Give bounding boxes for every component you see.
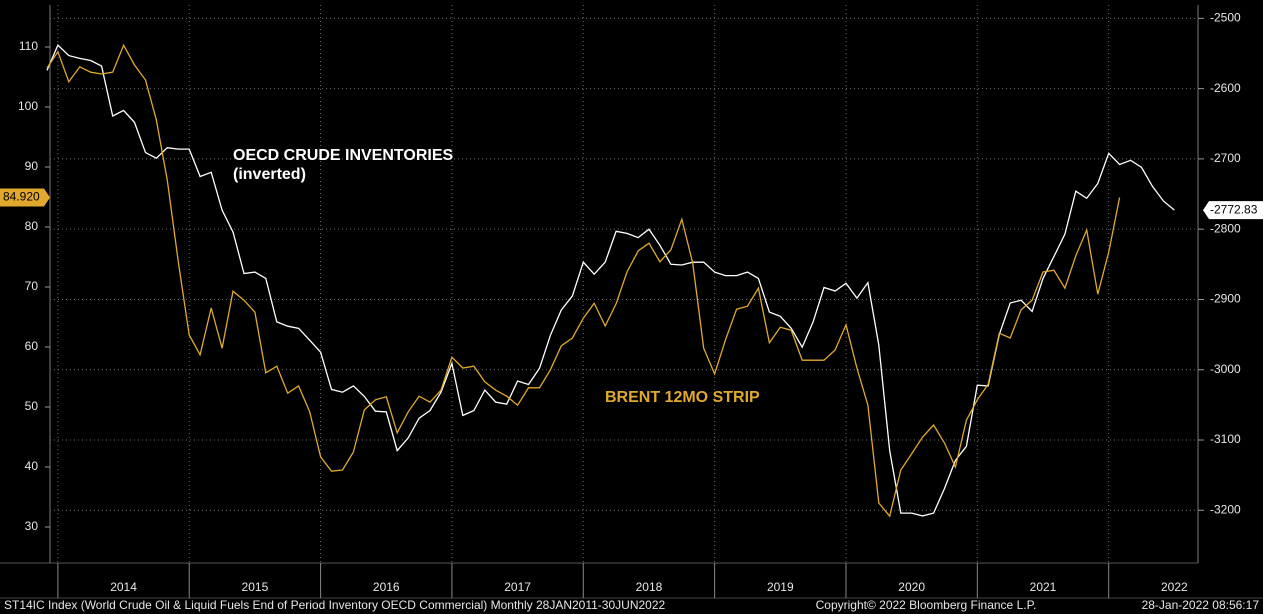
x-tick-label: 2016 bbox=[373, 580, 400, 594]
x-tick-label: 2019 bbox=[767, 580, 794, 594]
y2-tick-label: -2800 bbox=[1210, 221, 1241, 235]
last-value-tag bbox=[1203, 201, 1263, 220]
y2-tick-label: -3000 bbox=[1210, 362, 1241, 376]
x-tick-label: 2014 bbox=[110, 580, 137, 594]
series-annotation: (inverted) bbox=[233, 166, 306, 183]
x-tick-label: 2020 bbox=[898, 580, 925, 594]
series-annotation: OECD CRUDE INVENTORIES bbox=[233, 147, 454, 164]
copyright: Copyright© 2022 Bloomberg Finance L.P. bbox=[816, 598, 1037, 612]
y-tick-label: 90 bbox=[25, 159, 39, 173]
x-tick-label: 2015 bbox=[242, 580, 269, 594]
source-note: ST14IC Index (World Crude Oil & Liquid F… bbox=[4, 598, 666, 612]
y-tick-label: 80 bbox=[25, 219, 39, 233]
y-tick-label: 70 bbox=[25, 279, 39, 293]
timestamp: 28-Jan-2022 08:56:17 bbox=[1142, 598, 1260, 612]
series-annotation: BRENT 12MO STRIP bbox=[605, 389, 760, 406]
y-tick-label: 30 bbox=[25, 519, 39, 533]
x-tick-label: 2017 bbox=[504, 580, 531, 594]
y-tick-label: 60 bbox=[25, 339, 39, 353]
last-value-label: 84.920 bbox=[3, 190, 40, 204]
y2-tick-label: -2900 bbox=[1210, 292, 1241, 306]
last-value-label: -2772.83 bbox=[1210, 202, 1258, 216]
y2-tick-label: -2600 bbox=[1210, 81, 1241, 95]
y-tick-label: 100 bbox=[18, 99, 38, 113]
x-tick-label: 2018 bbox=[636, 580, 663, 594]
x-tick-label: 2022 bbox=[1161, 580, 1188, 594]
y-tick-label: 110 bbox=[19, 39, 38, 53]
y2-tick-label: -3100 bbox=[1210, 432, 1241, 446]
y-tick-label: 40 bbox=[25, 459, 39, 473]
x-tick-label: 2021 bbox=[1030, 580, 1057, 594]
y-tick-label: 50 bbox=[25, 399, 39, 413]
last-value-tag bbox=[0, 188, 50, 207]
y2-tick-label: -3200 bbox=[1210, 502, 1241, 516]
series-line bbox=[46, 43, 1121, 518]
y2-tick-label: -2500 bbox=[1210, 11, 1241, 25]
y2-tick-label: -2700 bbox=[1210, 151, 1241, 165]
